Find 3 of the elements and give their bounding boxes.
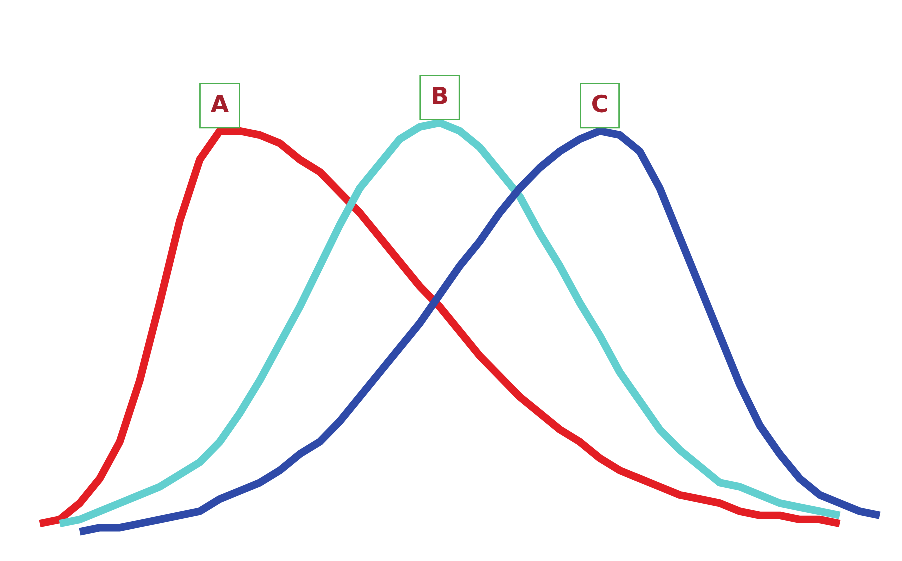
series-label: B [433, 86, 448, 104]
series-label: A [210, 95, 230, 112]
series-label: C [592, 94, 608, 113]
